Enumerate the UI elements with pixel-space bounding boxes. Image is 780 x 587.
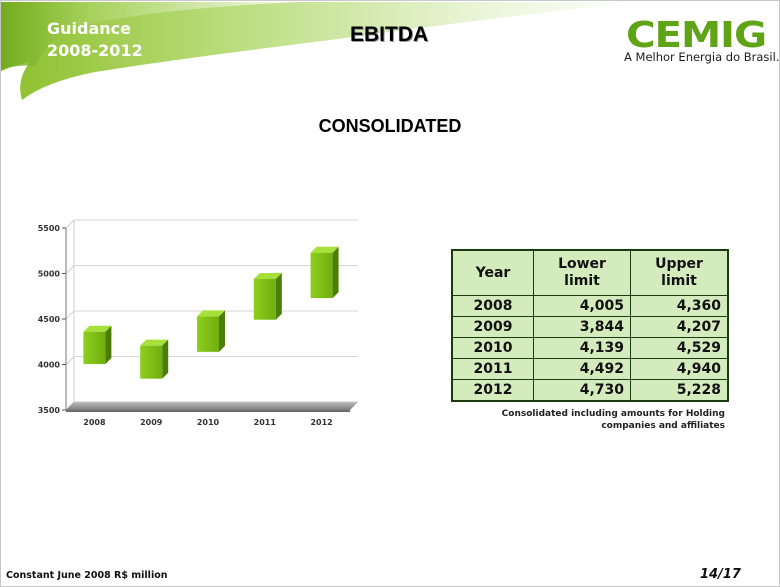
bar-front [197, 316, 219, 352]
bar-2009 [140, 339, 169, 379]
bar-front [140, 345, 163, 379]
x-tick-label: 2009 [140, 418, 163, 427]
bar-side [219, 310, 225, 352]
chart-floor-edge [66, 410, 350, 412]
cell-lower: 3,844 [533, 316, 631, 338]
cell-lower: 4,005 [533, 295, 631, 317]
cell-upper: 4,360 [630, 295, 729, 317]
col-header-lower: Lower limit [533, 249, 631, 296]
bar-2011 [253, 272, 282, 320]
cell-year: 2010 [451, 337, 534, 359]
bar-front [83, 331, 106, 365]
guidance-title: Guidance [47, 19, 131, 38]
cell-upper: 4,529 [630, 337, 729, 359]
cell-year: 2011 [451, 358, 534, 380]
y-tick-label: 5000 [38, 270, 61, 279]
y-tick-label: 5500 [38, 224, 61, 233]
x-tick-label: 2010 [197, 418, 220, 427]
ebitda-range-chart: 3500 4000 4500 5000 5500 2008 2009 2010 2011 2012 [38, 219, 358, 427]
units-footnote: Constant June 2008 R$ million [6, 570, 168, 581]
gridline-diag [65, 265, 75, 274]
x-tick-label: 2012 [310, 418, 332, 427]
table-row: 2008 4,005 4,360 [451, 295, 729, 317]
y-tick-label: 4000 [38, 361, 61, 370]
cell-upper: 5,228 [630, 379, 729, 402]
cell-lower: 4,139 [533, 337, 631, 359]
bar-front [253, 278, 276, 320]
y-tick-label: 4500 [38, 315, 61, 324]
table-row: 2010 4,139 4,529 [451, 337, 729, 359]
gridline-diag [65, 310, 75, 320]
guidance-years: 2008-2012 [47, 41, 143, 60]
gridline-diag [65, 219, 75, 229]
guidance-label: Guidance 2008-2012 [47, 18, 143, 62]
cell-lower: 4,492 [533, 358, 631, 380]
col-header-year: Year [451, 249, 534, 296]
x-tick-label: 2008 [83, 418, 106, 427]
y-tick-label: 3500 [38, 406, 61, 415]
bar-side [275, 272, 282, 320]
cell-year: 2012 [451, 379, 534, 402]
bar-side [105, 325, 112, 365]
table-header-row: Year Lower limit Upper limit [451, 249, 729, 296]
page-number: 14/17 [700, 567, 741, 582]
cell-upper: 4,207 [630, 316, 729, 338]
ebitda-table: Year Lower limit Upper limit 2008 4,005 … [451, 249, 729, 402]
cell-upper: 4,940 [630, 358, 729, 380]
logo-tagline: A Melhor Energia do Brasil. [624, 50, 780, 64]
bar-top [83, 325, 112, 332]
table-row: 2012 4,730 5,228 [451, 379, 729, 402]
cemig-logo: CEMIG [626, 15, 767, 56]
section-subtitle: CONSOLIDATED [318, 116, 462, 136]
gridline-diag [65, 356, 75, 365]
x-tick-label: 2011 [254, 418, 277, 427]
header-swoosh [0, 2, 640, 100]
bar-front [310, 252, 333, 299]
chart-floor [66, 402, 358, 410]
table-footnote: Consolidated including amounts for Holdi… [501, 409, 725, 431]
bar-top [310, 246, 339, 253]
bar-side [162, 339, 169, 379]
table-row: 2009 3,844 4,207 [451, 316, 729, 338]
bar-top [197, 310, 225, 317]
bar-top [140, 339, 169, 346]
cell-lower: 4,730 [533, 379, 631, 402]
bar-top [253, 272, 282, 279]
bar-2008 [83, 325, 112, 365]
bar-2010 [197, 310, 225, 352]
page-title: EBITDA [350, 23, 429, 46]
col-header-upper: Upper limit [630, 249, 729, 296]
logo-wordmark: CEMIG [626, 15, 766, 56]
cell-year: 2008 [451, 295, 534, 317]
cell-year: 2009 [451, 316, 534, 338]
table-row: 2011 4,492 4,940 [451, 358, 729, 380]
bar-2012 [310, 246, 339, 299]
bar-side [332, 246, 339, 299]
